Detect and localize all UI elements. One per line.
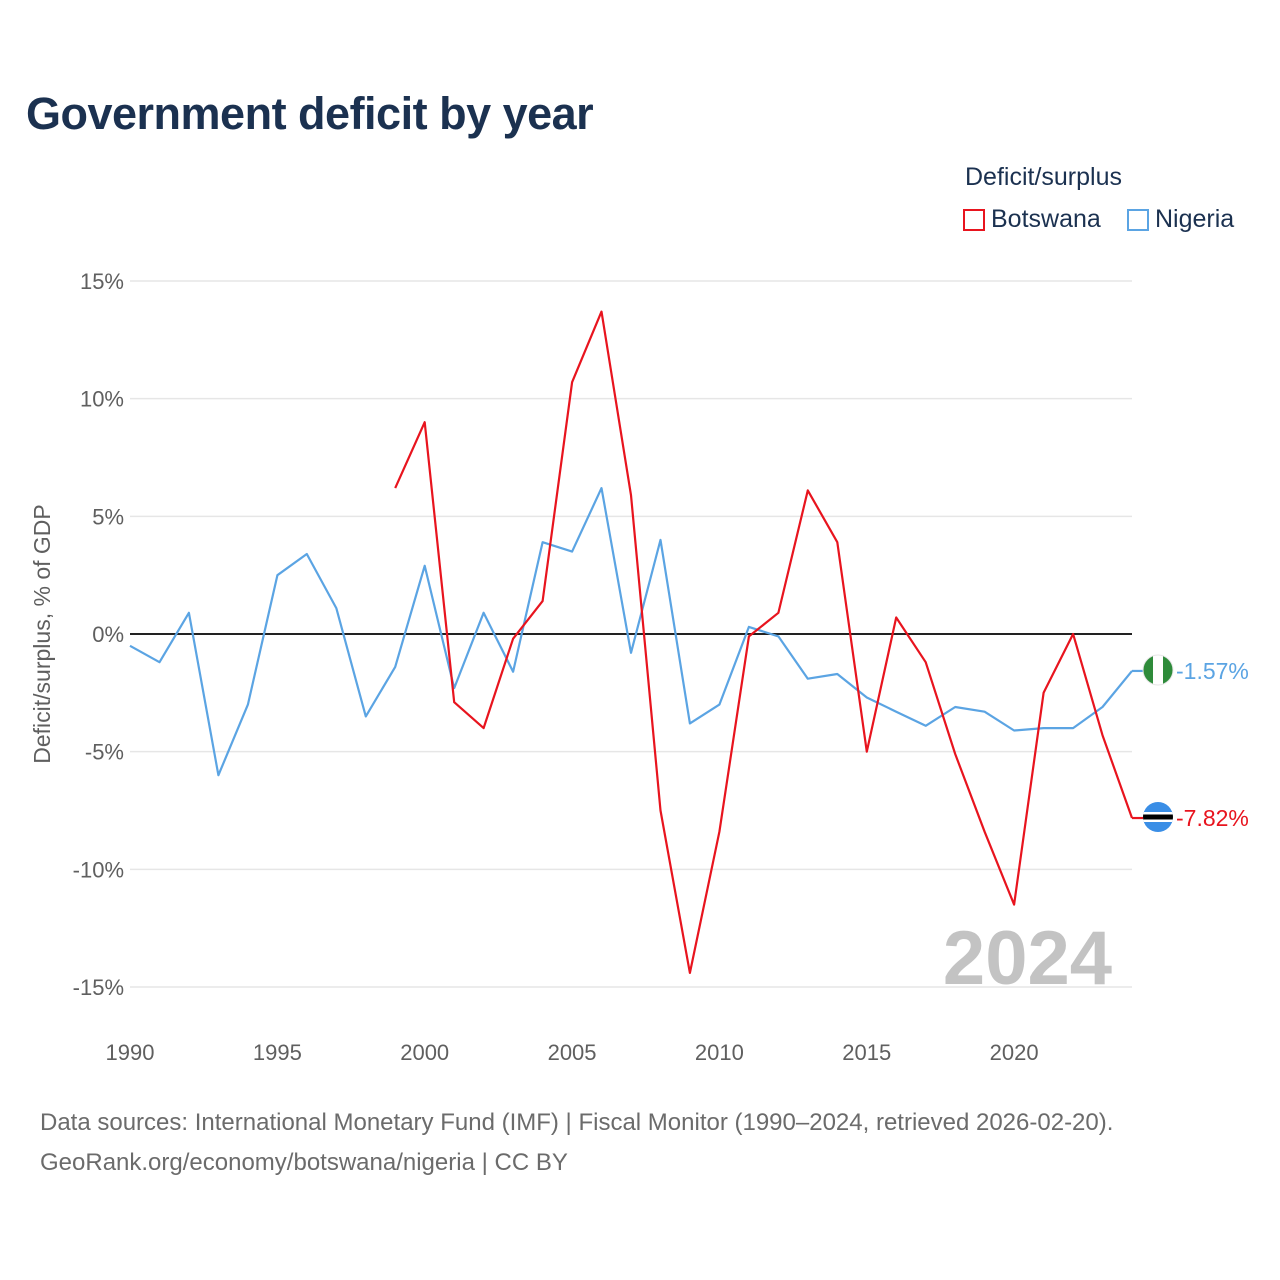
end-value-label-nigeria: -1.57% — [1176, 658, 1249, 684]
series-lines: -1.57% -7.82% — [129, 310, 1249, 975]
x-tick-label: 1995 — [253, 1040, 302, 1065]
legend-item-botswana[interactable]: Botswana — [963, 205, 1101, 234]
x-tick-label: 2015 — [842, 1040, 891, 1065]
footer-attribution: GeoRank.org/economy/botswana/nigeria | C… — [40, 1149, 568, 1176]
botswana-flag-icon — [1143, 802, 1173, 832]
x-tick-label: 2020 — [990, 1040, 1039, 1065]
y-axis-title: Deficit/surplus, % of GDP — [29, 504, 55, 763]
y-tick-label: -15% — [73, 975, 124, 1000]
legend-title: Deficit/surplus — [965, 163, 1122, 191]
y-tick-label: 15% — [80, 269, 124, 294]
y-tick-label: -10% — [73, 857, 124, 882]
series-line-nigeria — [129, 487, 1133, 777]
legend-swatch-botswana — [963, 208, 985, 231]
x-tick-label: 2005 — [548, 1040, 597, 1065]
current-year-watermark: 2024 — [943, 916, 1112, 1001]
x-tick-label: 2010 — [695, 1040, 744, 1065]
nigeria-flag-icon — [1142, 654, 1174, 686]
x-tick-label: 2000 — [400, 1040, 449, 1065]
legend-item-nigeria[interactable]: Nigeria — [1127, 205, 1234, 234]
y-tick-label: 10% — [80, 387, 124, 412]
y-tick-label: 0% — [92, 622, 124, 647]
end-value-label-botswana: -7.82% — [1176, 805, 1249, 831]
x-axis-ticks: 1990 1995 2000 2005 2010 2015 2020 — [106, 1040, 1039, 1065]
series-line-botswana — [394, 310, 1134, 975]
legend-label-botswana: Botswana — [991, 205, 1101, 233]
x-tick-label: 1990 — [106, 1040, 155, 1065]
y-tick-label: 5% — [92, 504, 124, 529]
gridlines — [130, 280, 1132, 988]
y-axis-ticks: 15% 10% 5% 0% -5% -10% -15% — [73, 269, 124, 1000]
footer-sources: Data sources: International Monetary Fun… — [40, 1109, 1114, 1136]
legend-swatch-nigeria — [1127, 208, 1149, 231]
page-title: Government deficit by year — [26, 88, 594, 139]
y-tick-label: -5% — [85, 740, 124, 765]
legend-label-nigeria: Nigeria — [1155, 205, 1235, 233]
